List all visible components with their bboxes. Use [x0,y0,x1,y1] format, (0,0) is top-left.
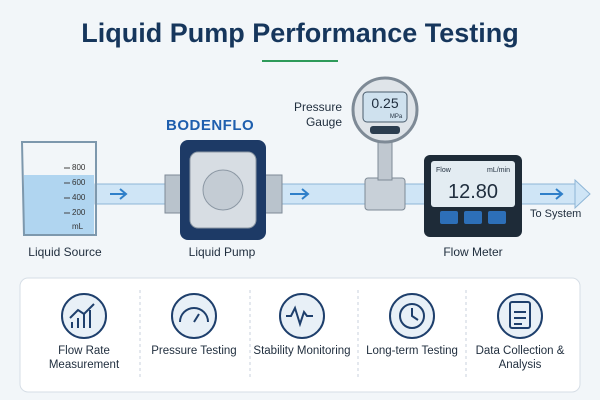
stage-label: Flow Meter [443,245,503,259]
gauge-stem [377,137,393,181]
flow-reading: 12.80 [448,181,498,203]
feature-label: Pressure Testing [151,345,237,357]
flow-screen [431,161,515,207]
gauge-button [370,126,400,134]
beaker-scale: 200 [72,208,86,217]
icon-glyphs [69,301,531,329]
feature-label: Data Collection & Analysis [475,345,565,371]
beaker-scale: 600 [72,178,86,187]
pump-head [202,169,244,211]
flow-caption: Flow [436,167,452,174]
tee [364,177,406,211]
beaker-scale: 400 [72,193,86,202]
flow-unit: mL/min [487,167,510,174]
feature-label: Flow Rate Measurement [48,345,120,371]
liquid [24,175,94,235]
gauge-unit: MPa [390,114,403,120]
flow-buttons [440,211,506,224]
flow-arrows [110,188,564,200]
gauge-display [362,91,408,123]
dividers [139,290,467,380]
gauge-reading: 0.25 [371,95,398,111]
stage-label: Liquid Source [28,245,102,259]
gauge-label: Pressure Gauge [293,100,342,129]
feature-label: Stability Monitoring [253,345,351,357]
outlet-label: To System [530,208,582,220]
pipe-tip [574,178,591,210]
beaker [20,141,97,236]
beaker-unit: mL [72,222,84,231]
brand: BODENFLO [166,117,255,134]
feature-label: Long-term Testing [366,345,458,357]
title: Liquid Pump Performance Testing [81,18,519,48]
beaker-scale: 800 [72,163,86,172]
stage-label: Liquid Pump [188,245,256,259]
beaker-ticks [64,167,70,214]
